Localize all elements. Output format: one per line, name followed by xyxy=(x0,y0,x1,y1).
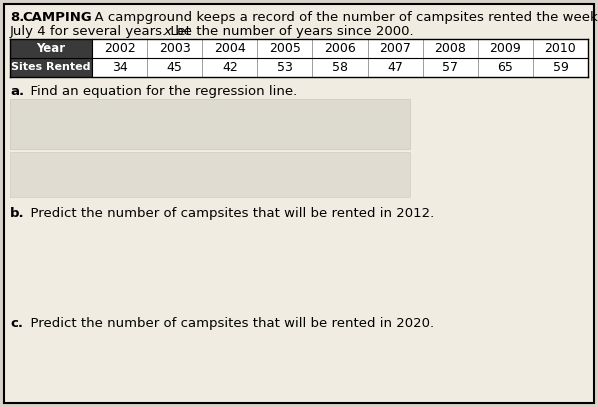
Text: CAMPING: CAMPING xyxy=(22,11,91,24)
Text: b.: b. xyxy=(10,207,25,220)
Text: Sites Rented: Sites Rented xyxy=(11,63,91,72)
Text: Predict the number of campsites that will be rented in 2020.: Predict the number of campsites that wil… xyxy=(22,317,434,330)
Text: c.: c. xyxy=(10,317,23,330)
Bar xyxy=(10,152,410,197)
Text: x: x xyxy=(163,25,171,38)
Text: 2003: 2003 xyxy=(159,42,191,55)
Bar xyxy=(10,39,588,77)
Text: be the number of years since 2000.: be the number of years since 2000. xyxy=(171,25,414,38)
Text: 53: 53 xyxy=(277,61,293,74)
Text: 2006: 2006 xyxy=(324,42,356,55)
Text: 2007: 2007 xyxy=(379,42,411,55)
Text: a.: a. xyxy=(10,85,24,98)
Text: 2010: 2010 xyxy=(545,42,576,55)
Text: 2004: 2004 xyxy=(214,42,246,55)
Text: 47: 47 xyxy=(387,61,403,74)
Text: 34: 34 xyxy=(112,61,127,74)
Text: 8.: 8. xyxy=(10,11,25,24)
Text: 42: 42 xyxy=(222,61,237,74)
Bar xyxy=(10,58,92,77)
Text: 57: 57 xyxy=(443,61,458,74)
Text: Find an equation for the regression line.: Find an equation for the regression line… xyxy=(22,85,297,98)
Text: 65: 65 xyxy=(498,61,513,74)
Bar xyxy=(10,99,410,149)
Bar xyxy=(10,39,92,58)
Text: 58: 58 xyxy=(332,61,348,74)
Text: 2002: 2002 xyxy=(103,42,135,55)
Text: 2009: 2009 xyxy=(489,42,521,55)
Text: Year: Year xyxy=(36,42,66,55)
Text: A campground keeps a record of the number of campsites rented the week of: A campground keeps a record of the numbe… xyxy=(86,11,598,24)
Text: Predict the number of campsites that will be rented in 2012.: Predict the number of campsites that wil… xyxy=(22,207,434,220)
Text: 2005: 2005 xyxy=(269,42,301,55)
Text: 45: 45 xyxy=(167,61,182,74)
Text: 2008: 2008 xyxy=(434,42,466,55)
Text: July 4 for several years. Let: July 4 for several years. Let xyxy=(10,25,196,38)
Text: 59: 59 xyxy=(553,61,568,74)
